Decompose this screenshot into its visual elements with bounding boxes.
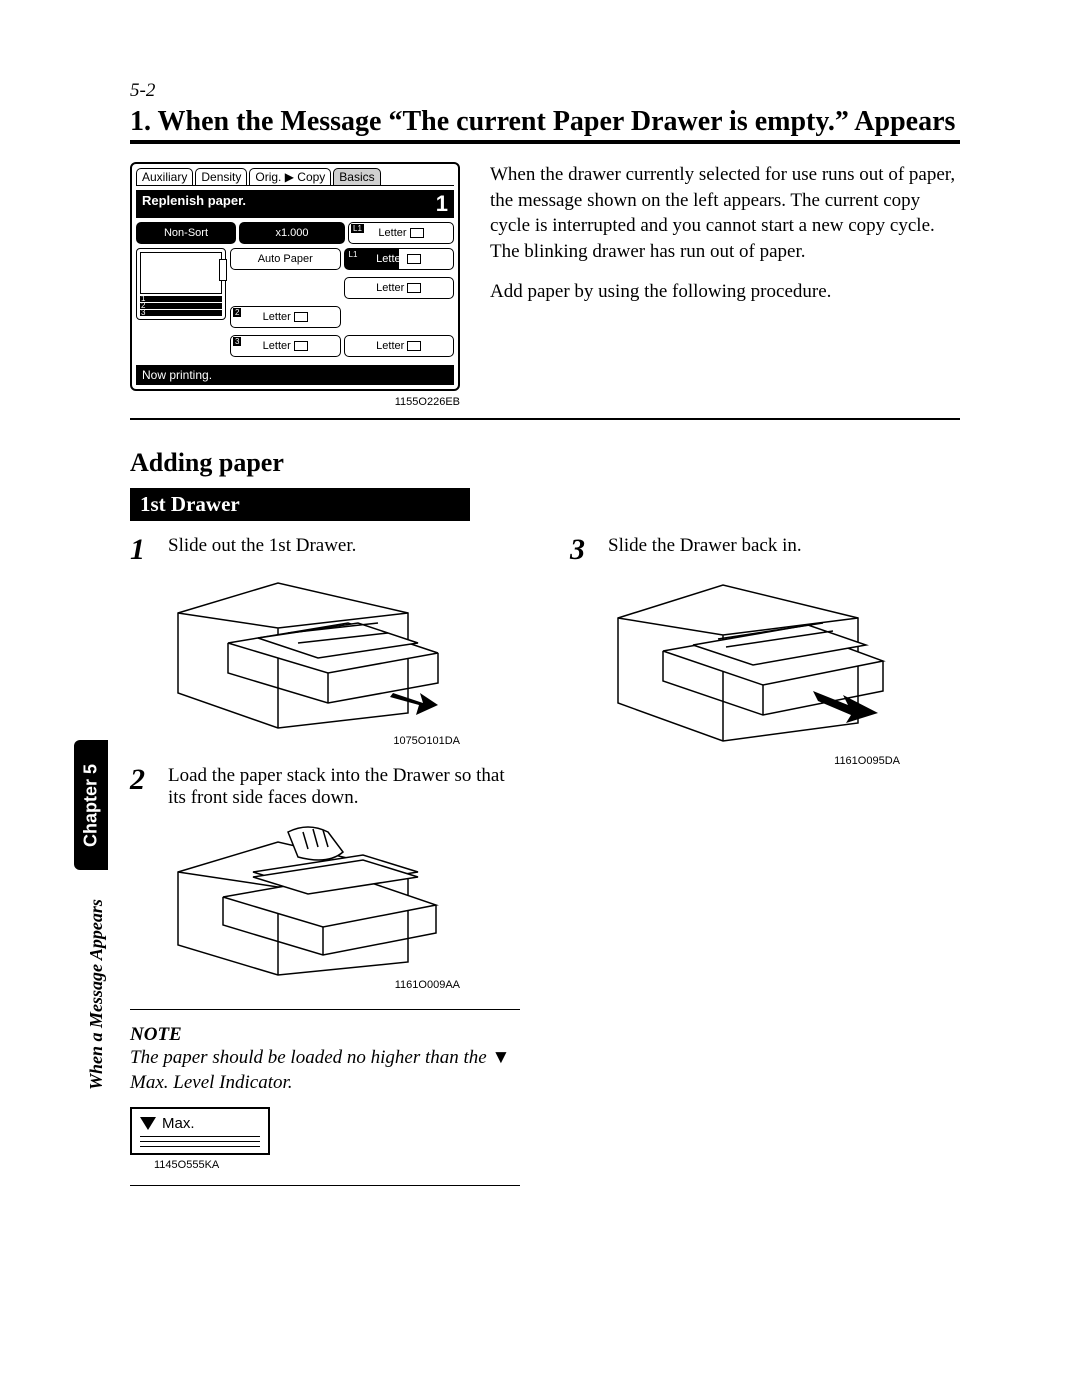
lcd-tab-auxiliary: Auxiliary [136, 168, 193, 185]
note-heading: NOTE [130, 1024, 520, 1046]
lcd-counter: 1 [436, 193, 448, 215]
lcd-badge: 2 [233, 308, 241, 317]
page: 5-2 1. When the Message “The current Pap… [130, 80, 960, 1200]
tray-3: 3 [140, 310, 222, 316]
note-body-post: Max. Level Indicator. [130, 1072, 293, 1093]
chapter-tab: Chapter 5 [74, 740, 108, 870]
intro-para-1: When the drawer currently selected for u… [490, 162, 960, 265]
step-3-figure-id: 1161O095DA [570, 755, 900, 767]
left-column: 1 Slide out the 1st Drawer. [130, 535, 520, 1200]
lcd-stack: Auto Paper L1 Letter Letter [230, 248, 454, 361]
lcd-figure-id: 1155O226EB [130, 396, 460, 408]
lcd-nonsort: Non-Sort [136, 222, 236, 244]
subheading: Adding paper [130, 448, 960, 478]
lcd-tabs: Auxiliary Density Orig. ▶ Copy Basics [136, 168, 454, 186]
step-2-text: Load the paper stack into the Drawer so … [168, 765, 520, 809]
step-3: 3 Slide the Drawer back in. [570, 535, 960, 565]
intro-text: When the drawer currently selected for u… [490, 162, 960, 408]
step-1-figure-id: 1075O101DA [130, 735, 460, 747]
lcd-letter-r4m: 3 Letter [230, 335, 341, 357]
down-triangle-icon [140, 1117, 156, 1130]
lcd-letter-r1: L1 Letter [348, 222, 454, 244]
lcd-badge: L1 [351, 224, 364, 233]
rule [130, 418, 960, 420]
step-1-illustration [168, 573, 458, 733]
paper-icon [294, 312, 308, 322]
lcd-zoom: x1.000 [239, 222, 345, 244]
note-body: The paper should be loaded no higher tha… [130, 1046, 520, 1095]
lcd-status: Replenish paper. 1 [136, 190, 454, 218]
step-2-figure-id: 1161O009AA [130, 979, 460, 991]
step-2: 2 Load the paper stack into the Drawer s… [130, 765, 520, 809]
lcd-autopaper: Auto Paper [230, 248, 341, 270]
paper-icon [410, 228, 424, 238]
step-3-illustration [608, 573, 898, 753]
lcd-lower: 1 2 3 Auto Paper L1 Letter [136, 248, 454, 361]
lcd-letter-r2m: L1 Letter [344, 248, 455, 270]
lcd-tab-density: Density [195, 168, 247, 185]
lcd-letter-r3: 2 Letter [230, 306, 341, 328]
lcd-frame: Auxiliary Density Orig. ▶ Copy Basics Re… [130, 162, 460, 391]
lcd-panel: Auxiliary Density Orig. ▶ Copy Basics Re… [130, 162, 460, 408]
paper-icon [407, 341, 421, 351]
section-bar: 1st Drawer [130, 488, 470, 521]
step-2-number: 2 [130, 765, 156, 809]
intro-para-2: Add paper by using the following procedu… [490, 279, 960, 305]
note-body-pre: The paper should be loaded no higher tha… [130, 1047, 492, 1068]
lcd-letter-r1-text: Letter [378, 227, 406, 239]
lcd-machine-icon: 1 2 3 [136, 248, 226, 320]
paper-icon [407, 283, 421, 293]
page-number: 5-2 [130, 80, 960, 102]
lcd-row1: Non-Sort x1.000 L1 Letter [136, 222, 454, 244]
columns: 1 Slide out the 1st Drawer. [130, 535, 960, 1200]
paper-icon [294, 341, 308, 351]
paper-icon [407, 254, 421, 264]
step-1: 1 Slide out the 1st Drawer. [130, 535, 520, 565]
step-3-text: Slide the Drawer back in. [608, 535, 802, 565]
page-title: 1. When the Message “The current Paper D… [130, 106, 960, 138]
lcd-letter-r4r: Letter [344, 335, 455, 357]
step-1-number: 1 [130, 535, 156, 565]
intro-row: Auxiliary Density Orig. ▶ Copy Basics Re… [130, 162, 960, 408]
step-1-text: Slide out the 1st Drawer. [168, 535, 356, 565]
rule [130, 1185, 520, 1186]
rule [130, 1009, 520, 1010]
max-figure-id: 1145O555KA [154, 1159, 520, 1171]
lcd-badge: L1 [347, 250, 360, 259]
lcd-tab-basics: Basics [333, 168, 380, 185]
max-label: Max. [162, 1115, 195, 1132]
lcd-tab-origcopy: Orig. ▶ Copy [249, 168, 331, 185]
section-tab: When a Message Appears [86, 880, 107, 1110]
tray-2: 2 [140, 303, 222, 309]
step-2-illustration [168, 817, 458, 977]
lcd-status-text: Replenish paper. [142, 193, 246, 215]
lcd-badge: 3 [233, 337, 241, 346]
lcd-letter-r2r: Letter [344, 277, 455, 299]
right-column: 3 Slide the Drawer back in. [570, 535, 960, 1200]
lcd-footer: Now printing. [136, 365, 454, 385]
tray-1: 1 [140, 296, 222, 302]
max-level-diagram: Max. [130, 1107, 270, 1155]
step-3-number: 3 [570, 535, 596, 565]
rule [130, 140, 960, 144]
down-triangle-icon: ▼ [492, 1047, 511, 1068]
